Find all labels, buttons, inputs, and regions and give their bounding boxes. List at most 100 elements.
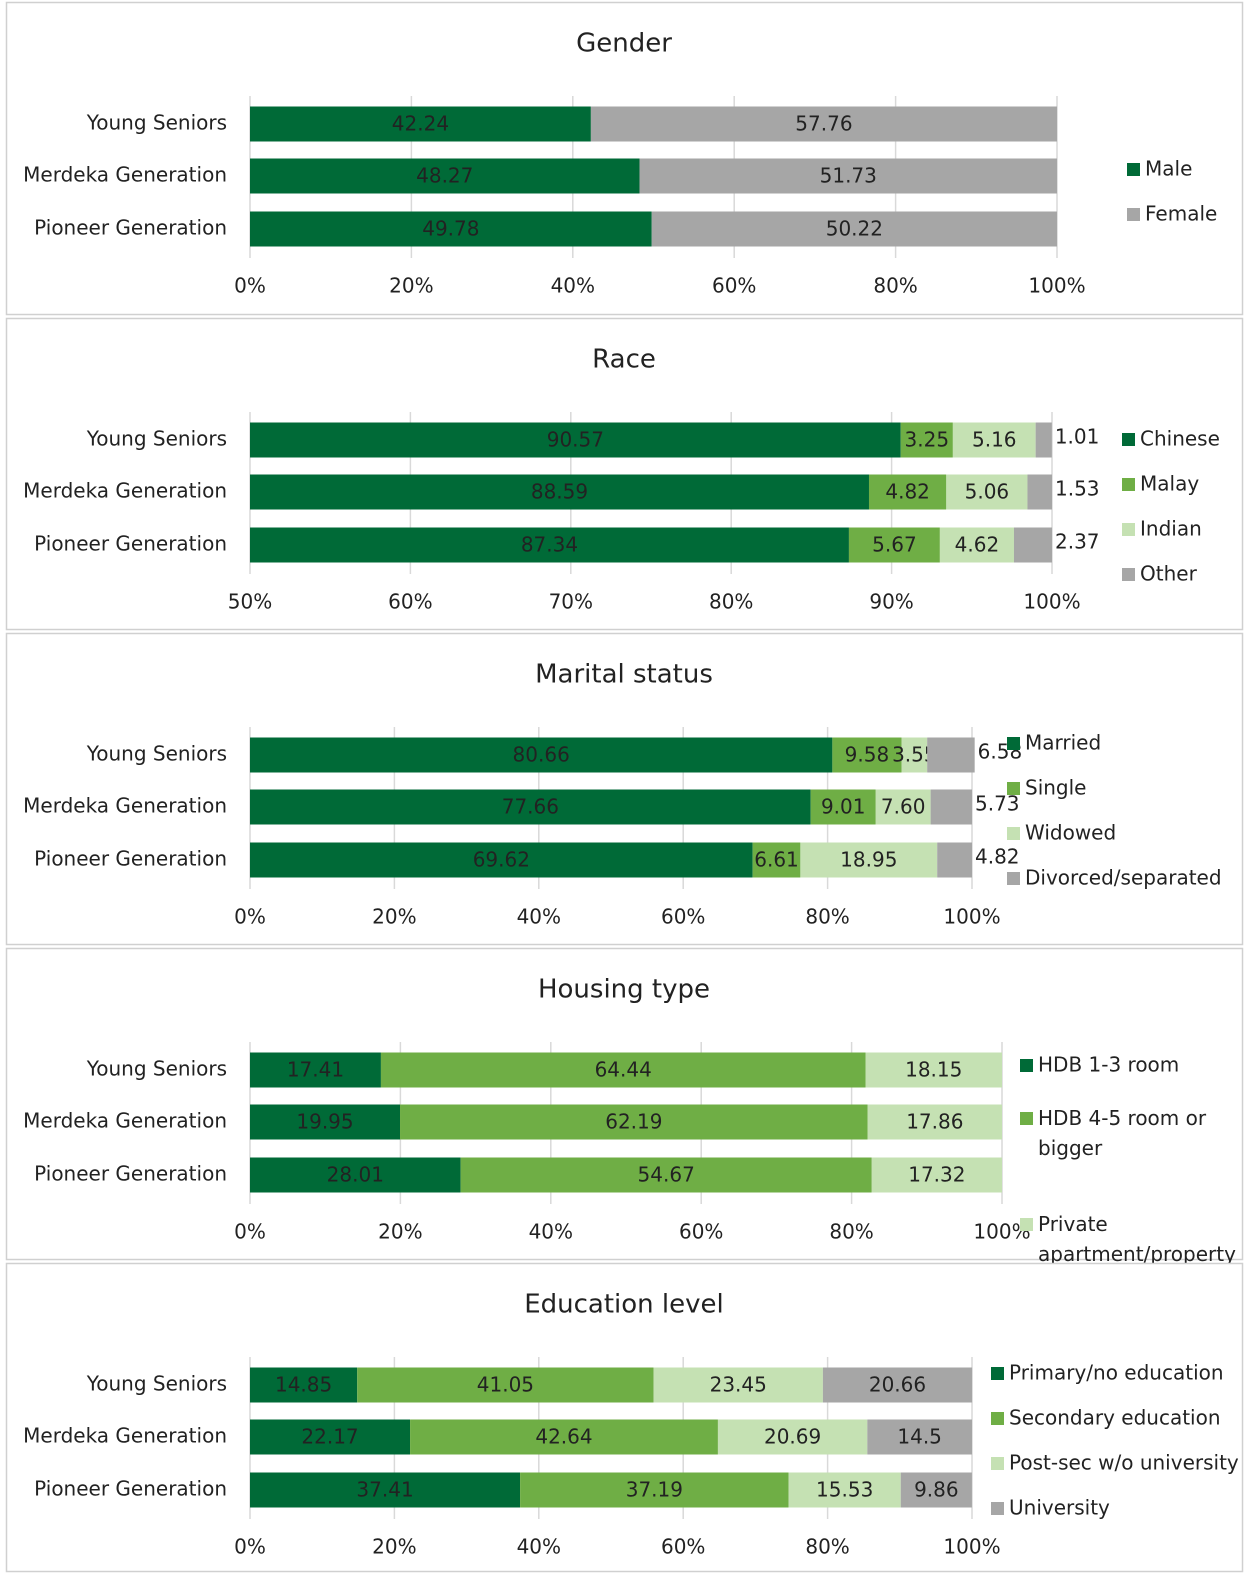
- value-label: 1.53: [1055, 477, 1100, 501]
- panel-border: [5, 317, 1244, 631]
- value-label: 14.85: [275, 1373, 332, 1397]
- category-label: Young Seniors: [86, 427, 227, 451]
- x-tick-label: 40%: [551, 274, 595, 298]
- legend-swatch: [1007, 782, 1020, 795]
- legend-swatch: [1122, 478, 1135, 491]
- bar-segment: [1035, 422, 1052, 458]
- value-label: 51.73: [820, 164, 877, 188]
- x-tick-label: 40%: [517, 905, 561, 929]
- x-tick-label: 100%: [1023, 590, 1080, 614]
- value-label: 37.41: [356, 1478, 413, 1502]
- value-label: 88.59: [531, 480, 588, 504]
- x-tick-label: 0%: [234, 905, 266, 929]
- legend-label: Divorced/separated: [1025, 866, 1222, 890]
- legend-label: University: [1009, 1496, 1110, 1520]
- legend-swatch: [1020, 1059, 1033, 1072]
- bar-segment: [717, 1419, 868, 1455]
- value-label: 41.05: [477, 1373, 534, 1397]
- legend-label: Chinese: [1140, 427, 1220, 451]
- panel-border: [5, 1262, 1244, 1573]
- bar-segment: [900, 1472, 972, 1508]
- legend-swatch: [1020, 1218, 1033, 1231]
- chart-title: Housing type: [538, 975, 710, 1005]
- bar-segment: [865, 1052, 1002, 1088]
- value-label: 80.66: [513, 743, 570, 767]
- chart-title: Marital status: [535, 660, 713, 690]
- value-label: 17.86: [906, 1110, 963, 1134]
- category-label: Pioneer Generation: [34, 847, 227, 871]
- value-label: 2.37: [1055, 530, 1100, 554]
- x-tick-label: 80%: [873, 274, 917, 298]
- x-tick-label: 80%: [805, 1535, 849, 1559]
- legend-label-line: HDB 4-5 room or: [1038, 1106, 1207, 1130]
- bar-segment: [871, 1157, 1002, 1193]
- category-label: Young Seniors: [86, 1057, 227, 1081]
- value-label: 3.25: [905, 428, 950, 452]
- bar-segment: [410, 1419, 718, 1455]
- legend-label-line: bigger: [1038, 1136, 1103, 1160]
- value-label: 18.95: [840, 848, 897, 872]
- x-tick-label: 60%: [712, 274, 756, 298]
- chart-title: Race: [592, 345, 656, 375]
- chart-panel: Gender 0% 20% 40% 60% 80% 100% Young Seniors 42.…: [5, 1, 1244, 316]
- x-tick-label: 0%: [234, 1535, 266, 1559]
- value-label: 4.82: [885, 480, 930, 504]
- bar-segment: [590, 106, 1057, 142]
- value-label: 37.19: [626, 1478, 683, 1502]
- bar-segment: [250, 422, 901, 458]
- value-label: 1.01: [1055, 425, 1100, 449]
- value-label: 17.41: [287, 1058, 344, 1082]
- panel-border: [5, 632, 1244, 946]
- value-label: 64.44: [595, 1058, 652, 1082]
- bar-segment: [520, 1472, 789, 1508]
- x-tick-label: 20%: [378, 1220, 422, 1244]
- x-tick-label: 80%: [709, 590, 753, 614]
- category-label: Merdeka Generation: [23, 163, 227, 187]
- legend-label: HDB 1-3 room: [1038, 1053, 1179, 1077]
- x-tick-label: 20%: [389, 274, 433, 298]
- bar-segment: [867, 1104, 1002, 1140]
- bar-segment: [639, 158, 1057, 194]
- value-label: 20.66: [869, 1373, 926, 1397]
- value-label: 5.16: [972, 428, 1017, 452]
- value-label: 7.60: [881, 795, 926, 819]
- x-tick-label: 20%: [372, 1535, 416, 1559]
- category-label: Young Seniors: [86, 1372, 227, 1396]
- panel-border: [5, 947, 1244, 1261]
- bar-segment: [357, 1367, 654, 1403]
- category-label: Merdeka Generation: [23, 1109, 227, 1133]
- bar-segment: [250, 789, 811, 825]
- value-label: 28.01: [327, 1163, 384, 1187]
- bar-segment: [1027, 474, 1052, 510]
- chart-title: Education level: [524, 1290, 724, 1320]
- x-tick-label: 0%: [234, 274, 266, 298]
- bar-segment: [867, 1419, 972, 1455]
- legend-label: Indian: [1140, 517, 1202, 541]
- bar-segment: [380, 1052, 866, 1088]
- legend-label: Male: [1145, 157, 1192, 181]
- bar-segment: [250, 474, 869, 510]
- chart-panel: Marital status 0% 20% 40% 60% 80% 100% Young Se…: [5, 632, 1244, 946]
- bar-segment: [868, 474, 947, 510]
- value-label: 49.78: [422, 217, 479, 241]
- x-tick-label: 60%: [679, 1220, 723, 1244]
- category-label: Merdeka Generation: [23, 794, 227, 818]
- value-label: 69.62: [473, 848, 530, 872]
- legend-swatch: [991, 1412, 1004, 1425]
- legend-swatch: [1020, 1112, 1033, 1125]
- x-tick-label: 80%: [805, 905, 849, 929]
- legend-label: Malay: [1140, 472, 1199, 496]
- value-label: 9.86: [914, 1478, 959, 1502]
- value-label: 19.95: [296, 1110, 353, 1134]
- x-tick-label: 60%: [661, 905, 705, 929]
- value-label: 4.62: [955, 533, 1000, 557]
- bar-segment: [250, 842, 753, 878]
- value-label: 5.73: [975, 792, 1020, 816]
- bar-segment: [752, 842, 801, 878]
- bar-segment: [250, 1157, 461, 1193]
- bar-segment: [810, 789, 876, 825]
- value-label: 18.15: [905, 1058, 962, 1082]
- x-tick-label: 100%: [1028, 274, 1085, 298]
- category-label: Young Seniors: [86, 111, 227, 135]
- chart-panel: Education level 0% 20% 40% 60% 80% 100% Young S…: [5, 1262, 1244, 1573]
